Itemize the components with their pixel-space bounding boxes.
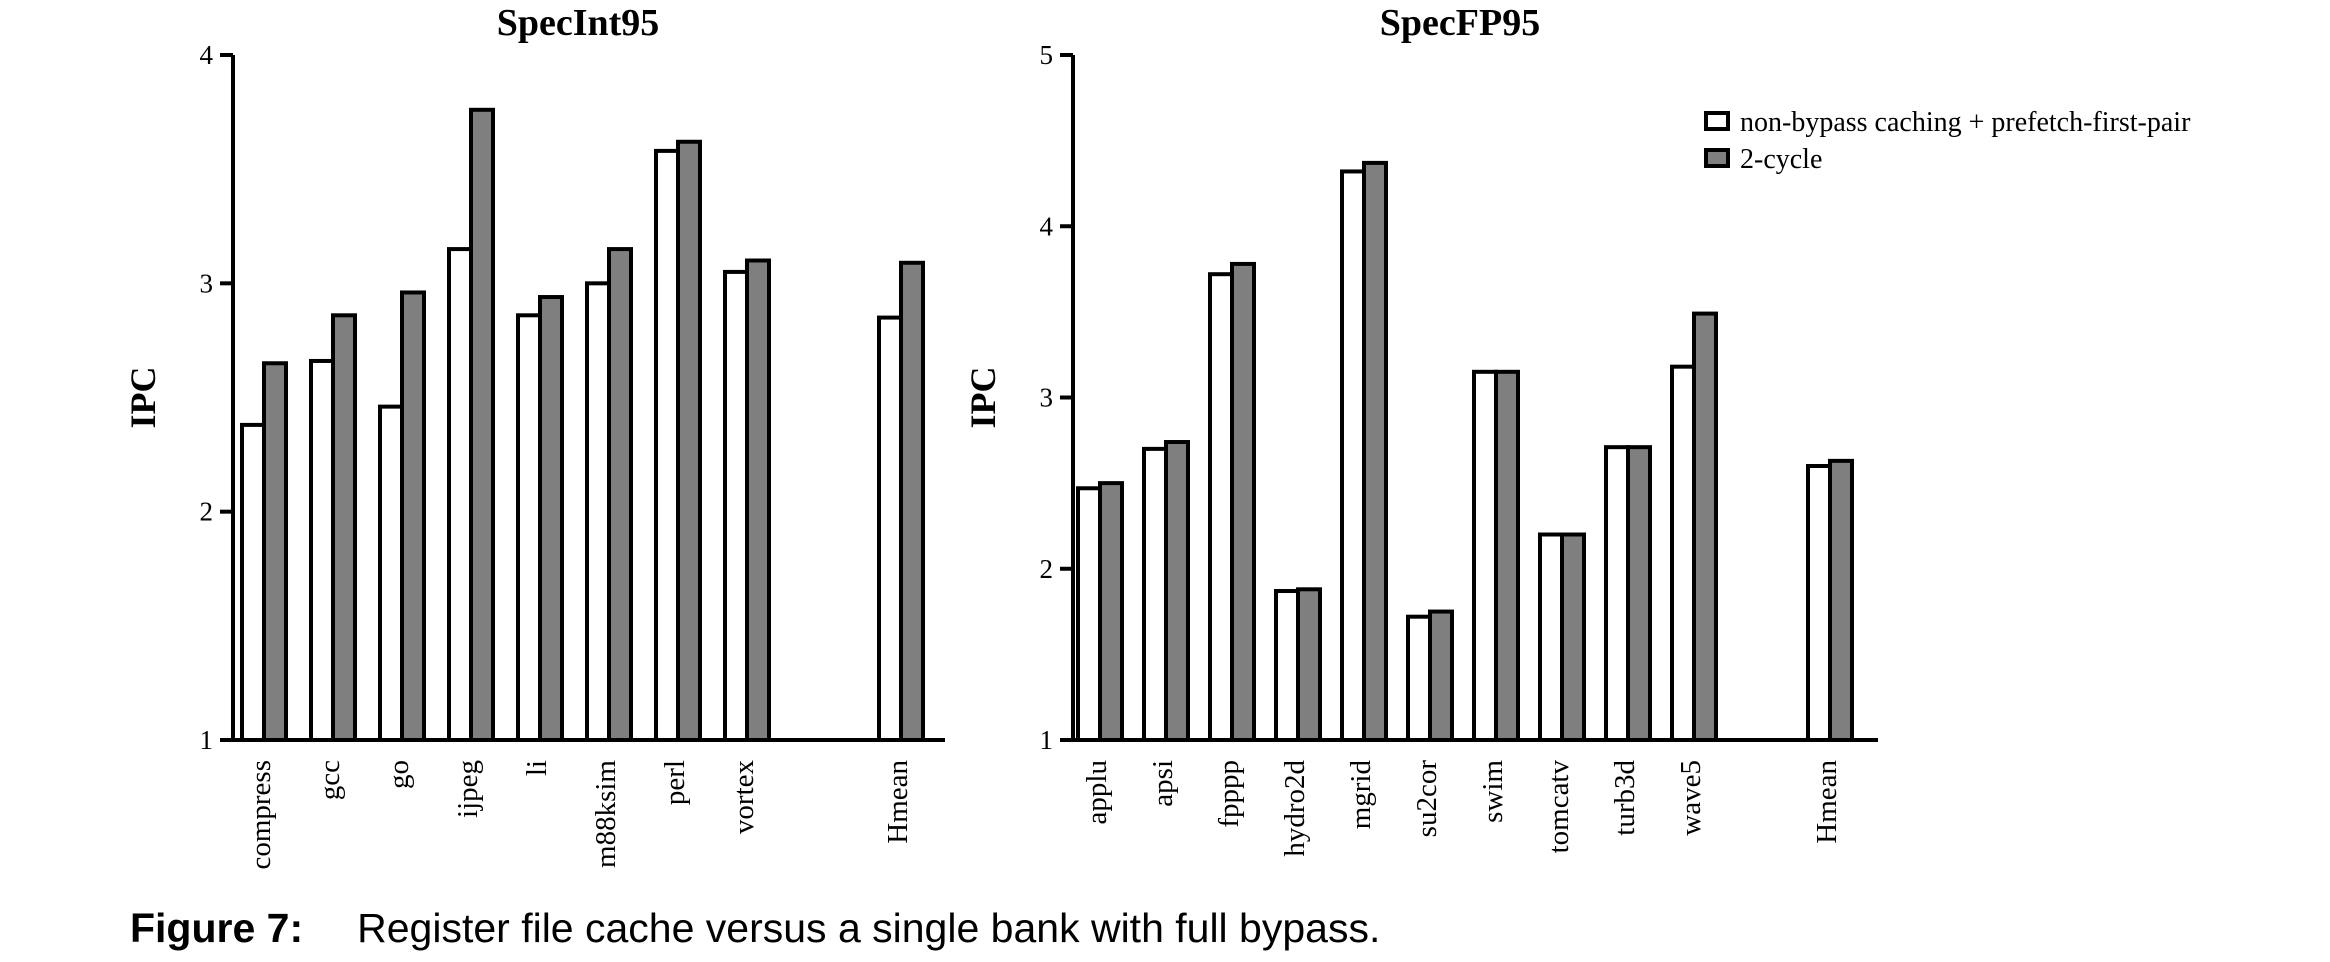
chart1-bar-Hmean-series2 xyxy=(899,260,925,742)
chart2-bar-hydro2d-series2 xyxy=(1296,587,1322,742)
chart1-x-tick-ijpeg: ijpeg xyxy=(452,760,484,818)
chart1-bar-gcc-series2 xyxy=(331,313,357,742)
chart2-legend-label-2: 2-cycle xyxy=(1740,144,1822,175)
chart2-bar-Hmean-series2 xyxy=(1828,458,1854,742)
chart1-x-tick-m88ksim: m88ksim xyxy=(590,760,622,868)
chart2-bar-fpppp-series2 xyxy=(1230,261,1256,742)
chart1-bar-perl-series1 xyxy=(654,148,680,742)
chart1-bar-ijpeg-series2 xyxy=(469,107,495,743)
caption-label: Figure 7: xyxy=(130,905,304,951)
chart2-x-tick-tomcatv: tomcatv xyxy=(1543,760,1575,854)
figure-caption: Figure 7: Register file cache versus a si… xyxy=(130,905,1380,952)
chart1-bar-go-series2 xyxy=(400,290,426,742)
chart2-legend-swatch-1 xyxy=(1704,111,1730,131)
chart1-bar-Hmean-series1 xyxy=(877,315,903,742)
chart1-x-tick-gcc: gcc xyxy=(314,760,346,800)
chart2-x-tick-Hmean: Hmean xyxy=(1811,760,1843,844)
chart2-y-tick-3: 3 xyxy=(1040,383,1054,413)
chart2-bar-apsi-series2 xyxy=(1164,440,1190,742)
chart2-bar-apsi-series1 xyxy=(1142,446,1168,742)
chart2-y-tick-4: 4 xyxy=(1040,211,1054,241)
chart1-y-axis-label: IPC xyxy=(123,367,163,429)
chart2-x-tick-mgrid: mgrid xyxy=(1345,760,1377,830)
caption-text: Register file cache versus a single bank… xyxy=(357,905,1381,951)
chart2-y-tick-5: 5 xyxy=(1040,40,1054,70)
chart2-x-tick-wave5: wave5 xyxy=(1675,760,1707,836)
chart1-bar-compress-series2 xyxy=(262,361,288,742)
chart2-x-tick-hydro2d: hydro2d xyxy=(1279,760,1311,857)
chart2-x-tick-turb3d: turb3d xyxy=(1609,760,1641,836)
chart1-bar-m88ksim-series2 xyxy=(607,247,633,742)
chart1-x-tick-vortex: vortex xyxy=(728,760,760,835)
chart1-bar-ijpeg-series1 xyxy=(447,247,473,742)
chart1-y-tick-1: 1 xyxy=(200,725,214,755)
chart2-bar-applu-series1 xyxy=(1076,486,1102,743)
chart1-x-tick-Hmean: Hmean xyxy=(882,760,914,844)
chart1-title: SpecInt95 xyxy=(497,2,660,44)
chart2-bar-swim-series2 xyxy=(1494,369,1520,742)
chart2-bar-su2cor-series1 xyxy=(1406,614,1432,743)
chart2-bar-wave5-series2 xyxy=(1692,311,1718,742)
chart2-x-tick-fpppp: fpppp xyxy=(1213,760,1245,828)
chart2-x-tick-swim: swim xyxy=(1477,760,1509,823)
chart1-y-tick-2: 2 xyxy=(200,497,214,527)
chart2-bar-fpppp-series1 xyxy=(1208,272,1234,742)
chart1-bar-vortex-series1 xyxy=(723,269,749,742)
chart2-legend-swatch-2 xyxy=(1704,148,1730,168)
chart2-bar-tomcatv-series1 xyxy=(1538,532,1564,742)
chart2-bar-applu-series2 xyxy=(1098,481,1124,742)
chart2-y-tick-2: 2 xyxy=(1040,554,1054,584)
chart1-x-tick-perl: perl xyxy=(659,760,691,805)
chart2-bar-su2cor-series2 xyxy=(1428,609,1454,742)
chart1-x-tick-compress: compress xyxy=(245,760,277,870)
chart2-bar-mgrid-series1 xyxy=(1340,169,1366,742)
chart2-x-tick-applu: applu xyxy=(1081,760,1113,824)
chart2-y-axis-label: IPC xyxy=(963,367,1003,429)
chart1-bar-vortex-series2 xyxy=(745,258,771,742)
chart1-bar-perl-series2 xyxy=(676,139,702,742)
chart1-bar-li-series1 xyxy=(516,313,542,742)
chart2-y-tick-1: 1 xyxy=(1040,725,1054,755)
chart2-bar-turb3d-series2 xyxy=(1626,445,1652,742)
chart1-x-tick-li: li xyxy=(521,760,553,776)
chart2-bar-mgrid-series2 xyxy=(1362,160,1388,742)
chart1-bar-go-series1 xyxy=(378,404,404,742)
chart1-y-tick-3: 3 xyxy=(200,268,214,298)
chart1-x-tick-go: go xyxy=(383,760,415,789)
chart1-bar-m88ksim-series1 xyxy=(585,281,611,742)
chart2-x-tick-su2cor: su2cor xyxy=(1411,760,1443,838)
chart2-bar-swim-series1 xyxy=(1472,369,1498,742)
chart1-bar-compress-series1 xyxy=(240,422,266,742)
chart1-y-tick-4: 4 xyxy=(200,40,214,70)
chart2-legend-label-1: non-bypass caching + prefetch-first-pair xyxy=(1740,107,2191,138)
chart2-bar-hydro2d-series1 xyxy=(1274,589,1300,743)
chart2-bar-tomcatv-series2 xyxy=(1560,532,1586,742)
chart2-bar-turb3d-series1 xyxy=(1604,445,1630,742)
chart2-x-tick-apsi: apsi xyxy=(1147,760,1179,807)
chart2-bar-Hmean-series1 xyxy=(1806,464,1832,742)
chart1-bar-li-series2 xyxy=(538,295,564,742)
chart2-bar-wave5-series1 xyxy=(1670,364,1696,742)
chart1-bar-gcc-series1 xyxy=(309,358,335,742)
chart2-title: SpecFP95 xyxy=(1380,2,1540,44)
